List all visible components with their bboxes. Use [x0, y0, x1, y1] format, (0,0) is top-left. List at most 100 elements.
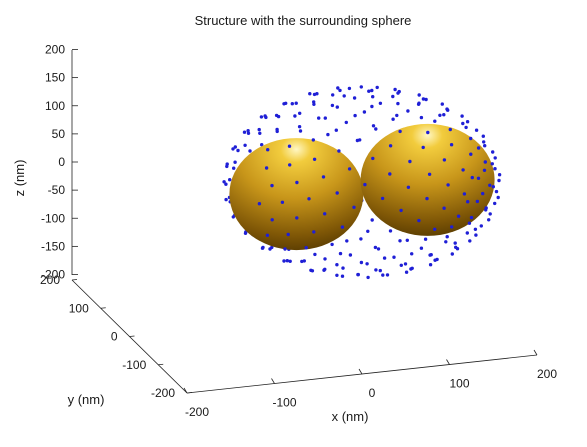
- sphere-point: [337, 149, 341, 153]
- sphere-point: [375, 85, 379, 90]
- sphere-point: [228, 178, 232, 182]
- sphere-point: [446, 183, 450, 187]
- sphere-point: [323, 257, 327, 261]
- sphere-point: [365, 262, 369, 266]
- sphere-point: [481, 191, 485, 196]
- sphere-point: [258, 131, 262, 135]
- sphere-point: [438, 113, 442, 118]
- sphere-point: [493, 156, 497, 160]
- sphere-point: [293, 114, 297, 118]
- z-tick-label: 100: [45, 99, 65, 113]
- sphere-point: [484, 208, 488, 212]
- sphere-point: [488, 183, 492, 187]
- sphere-point: [315, 92, 319, 96]
- sphere-point: [348, 253, 353, 257]
- sphere-point: [374, 127, 378, 131]
- sphere-point: [340, 274, 345, 278]
- sphere-point: [312, 230, 316, 234]
- sphere-point: [225, 162, 229, 166]
- x-tick-mark: [446, 359, 450, 365]
- sphere-point: [476, 146, 481, 150]
- sphere-point: [336, 86, 340, 90]
- z-tick-label: -50: [48, 183, 66, 197]
- sphere-point: [270, 183, 274, 188]
- y-tick-label: -200: [151, 386, 175, 400]
- z-tick-label: 150: [45, 71, 65, 85]
- x-tick-label: 200: [537, 367, 557, 381]
- sphere-point: [232, 166, 236, 170]
- sphere-point: [358, 138, 362, 142]
- sphere-point: [419, 246, 424, 250]
- sphere-point: [263, 114, 267, 118]
- sphere-point: [479, 224, 483, 228]
- sphere-point: [323, 212, 327, 216]
- sphere-point: [378, 268, 382, 273]
- x-axis-label: x (nm): [332, 409, 369, 424]
- sphere-point: [335, 273, 339, 277]
- y-tick-mark: [186, 392, 193, 394]
- sphere-point: [417, 101, 421, 105]
- sphere-point: [408, 159, 412, 164]
- sphere-point: [298, 129, 303, 133]
- sphere-point: [493, 201, 497, 206]
- sphere-point: [322, 268, 326, 272]
- sphere-point: [473, 227, 478, 231]
- sphere-point: [406, 109, 410, 113]
- sphere-point: [461, 121, 465, 126]
- sphere-point: [242, 130, 247, 134]
- sphere-point: [427, 172, 432, 176]
- sphere-point: [469, 136, 473, 141]
- sphere-point: [469, 152, 473, 156]
- sphere-point: [470, 175, 474, 180]
- sphere-point: [297, 125, 302, 129]
- sphere-point: [453, 241, 457, 245]
- sphere-point: [474, 128, 479, 132]
- sphere-point: [410, 252, 414, 256]
- sphere-point: [388, 172, 392, 176]
- sphere-point: [270, 245, 274, 250]
- sphere-point: [425, 196, 429, 201]
- sphere-point: [275, 127, 279, 132]
- sphere-point: [445, 235, 449, 239]
- sphere-point: [265, 233, 270, 237]
- x-tick-mark: [358, 368, 363, 375]
- sphere-point: [393, 87, 397, 92]
- sphere-point: [475, 199, 480, 204]
- sphere-point: [448, 127, 452, 132]
- sphere-point: [310, 269, 315, 273]
- sphere-point: [370, 88, 374, 93]
- sphere-point: [287, 144, 292, 148]
- sphere-point: [362, 110, 367, 114]
- sphere-point: [419, 115, 424, 120]
- sphere-point: [259, 115, 264, 119]
- sphere-point: [335, 263, 339, 267]
- y-tick-label: 100: [69, 301, 89, 315]
- sphere-point: [290, 102, 294, 106]
- sphere-point: [497, 173, 502, 177]
- sphere-point: [449, 143, 454, 147]
- sphere-point: [388, 144, 393, 148]
- sphere-point: [444, 240, 448, 244]
- sphere-point: [224, 182, 228, 186]
- sphere-point: [257, 202, 262, 206]
- sphere-point: [282, 259, 286, 263]
- sphere-point: [388, 229, 393, 233]
- sphere-point: [347, 167, 352, 171]
- x-tick-label: 0: [369, 386, 376, 400]
- sphere-point: [347, 86, 352, 91]
- sphere-point: [426, 130, 430, 135]
- sphere-point: [482, 168, 487, 172]
- sphere-point: [410, 266, 414, 270]
- sphere-point: [286, 232, 290, 237]
- sphere-point: [243, 143, 247, 147]
- y-axis-ticks: -200 -100 0 100 200: [40, 273, 193, 400]
- sphere-point: [454, 245, 458, 249]
- sphere-point: [421, 145, 425, 150]
- sphere-point: [312, 102, 316, 107]
- sphere-point: [456, 214, 461, 218]
- sphere-point: [308, 92, 312, 96]
- sphere-point: [406, 185, 411, 189]
- sphere-point: [442, 206, 446, 210]
- sphere-point: [417, 93, 421, 97]
